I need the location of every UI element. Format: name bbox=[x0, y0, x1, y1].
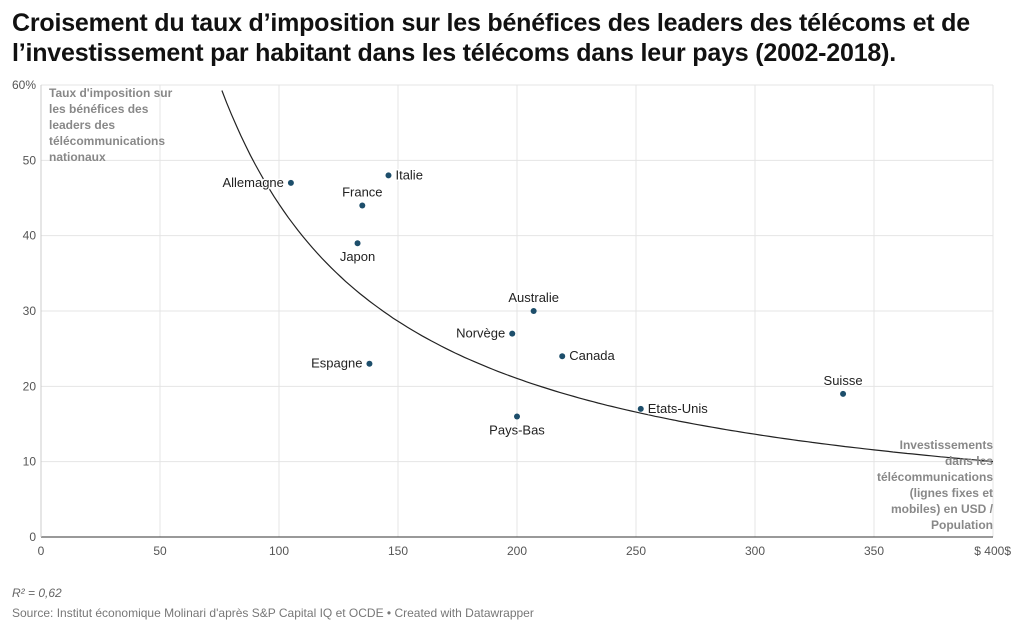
point-label: Norvège bbox=[456, 326, 505, 341]
data-point-canada bbox=[559, 353, 566, 360]
data-point-pays-bas bbox=[514, 413, 520, 420]
point-label-halo: Canada bbox=[569, 348, 615, 363]
x-tick-label: 350 bbox=[864, 544, 884, 558]
data-point-norvège bbox=[509, 330, 516, 337]
y-tick-label: 30 bbox=[23, 304, 37, 318]
x-axis-title: Investissements dans les télécommunication… bbox=[877, 438, 994, 532]
x-tick-label: 300 bbox=[745, 544, 765, 558]
y-tick-label: 60% bbox=[12, 78, 36, 92]
y-tick-label: 0 bbox=[29, 530, 36, 544]
y-tick-label: 50 bbox=[23, 153, 37, 167]
point-label-halo: France bbox=[342, 185, 382, 200]
r-squared-note: R² = 0,62 bbox=[12, 586, 62, 600]
data-point-italie bbox=[385, 172, 392, 179]
point-label: Etats-Unis bbox=[648, 401, 708, 416]
y-tick-label: 20 bbox=[23, 379, 37, 393]
point-label-halo: Norvège bbox=[456, 326, 505, 341]
point-label-halo: Etats-Unis bbox=[648, 401, 708, 416]
point-label-halo: Australie bbox=[508, 290, 559, 305]
point-label: Espagne bbox=[311, 356, 362, 371]
point-label: Australie bbox=[508, 290, 559, 305]
source-note: Source: Institut économique Molinari d'a… bbox=[12, 606, 534, 620]
y-tick-label: 40 bbox=[23, 229, 37, 243]
x-tick-label: 100 bbox=[269, 544, 289, 558]
y-tick-label: 10 bbox=[23, 455, 37, 469]
grid-lines bbox=[41, 84, 994, 537]
point-label-halo: Japon bbox=[340, 249, 375, 264]
data-point-france bbox=[359, 202, 366, 209]
point-label-halo: Espagne bbox=[311, 356, 362, 371]
point-label: Canada bbox=[569, 348, 615, 363]
data-point-japon bbox=[354, 240, 361, 247]
point-label: Allemagne bbox=[222, 175, 283, 190]
trendline bbox=[221, 90, 994, 463]
r-squared-value: R² = 0,62 bbox=[12, 586, 62, 600]
axis-titles: Taux d'imposition sur les bénéfices des le… bbox=[49, 86, 994, 532]
point-label: Pays-Bas bbox=[489, 422, 545, 437]
point-label-halo: Allemagne bbox=[222, 175, 283, 190]
data-points: AllemagneAllemagneItalieItalieFranceFran… bbox=[221, 166, 864, 439]
point-label: Italie bbox=[395, 167, 422, 182]
x-tick-label: 250 bbox=[626, 544, 646, 558]
point-label-halo: Suisse bbox=[824, 373, 863, 388]
data-point-suisse bbox=[840, 390, 847, 397]
point-label: France bbox=[342, 185, 382, 200]
point-label: Japon bbox=[340, 249, 375, 264]
y-axis-title: Taux d'imposition sur les bénéfices des le… bbox=[49, 86, 173, 164]
data-point-etats-unis bbox=[637, 405, 644, 412]
data-point-espagne bbox=[366, 360, 373, 367]
point-label-halo: Italie bbox=[395, 167, 422, 182]
point-label-halo: Pays-Bas bbox=[489, 422, 545, 437]
x-tick-label: $ 400$ bbox=[974, 544, 1011, 558]
trend-curve bbox=[221, 90, 994, 463]
x-tick-label: 50 bbox=[153, 544, 167, 558]
x-tick-label: 150 bbox=[388, 544, 408, 558]
point-label: Suisse bbox=[824, 373, 863, 388]
data-point-australie bbox=[530, 308, 537, 314]
x-tick-label: 200 bbox=[507, 544, 527, 558]
axes: 0 50 100 150 200 250 300 350 $ 400$ 0 10 20 30 40 50 60… bbox=[12, 78, 1011, 558]
chart-title: Croisement du taux d’imposition sur les … bbox=[12, 9, 970, 67]
data-point-allemagne bbox=[287, 179, 294, 186]
x-tick-label: 0 bbox=[38, 544, 45, 558]
